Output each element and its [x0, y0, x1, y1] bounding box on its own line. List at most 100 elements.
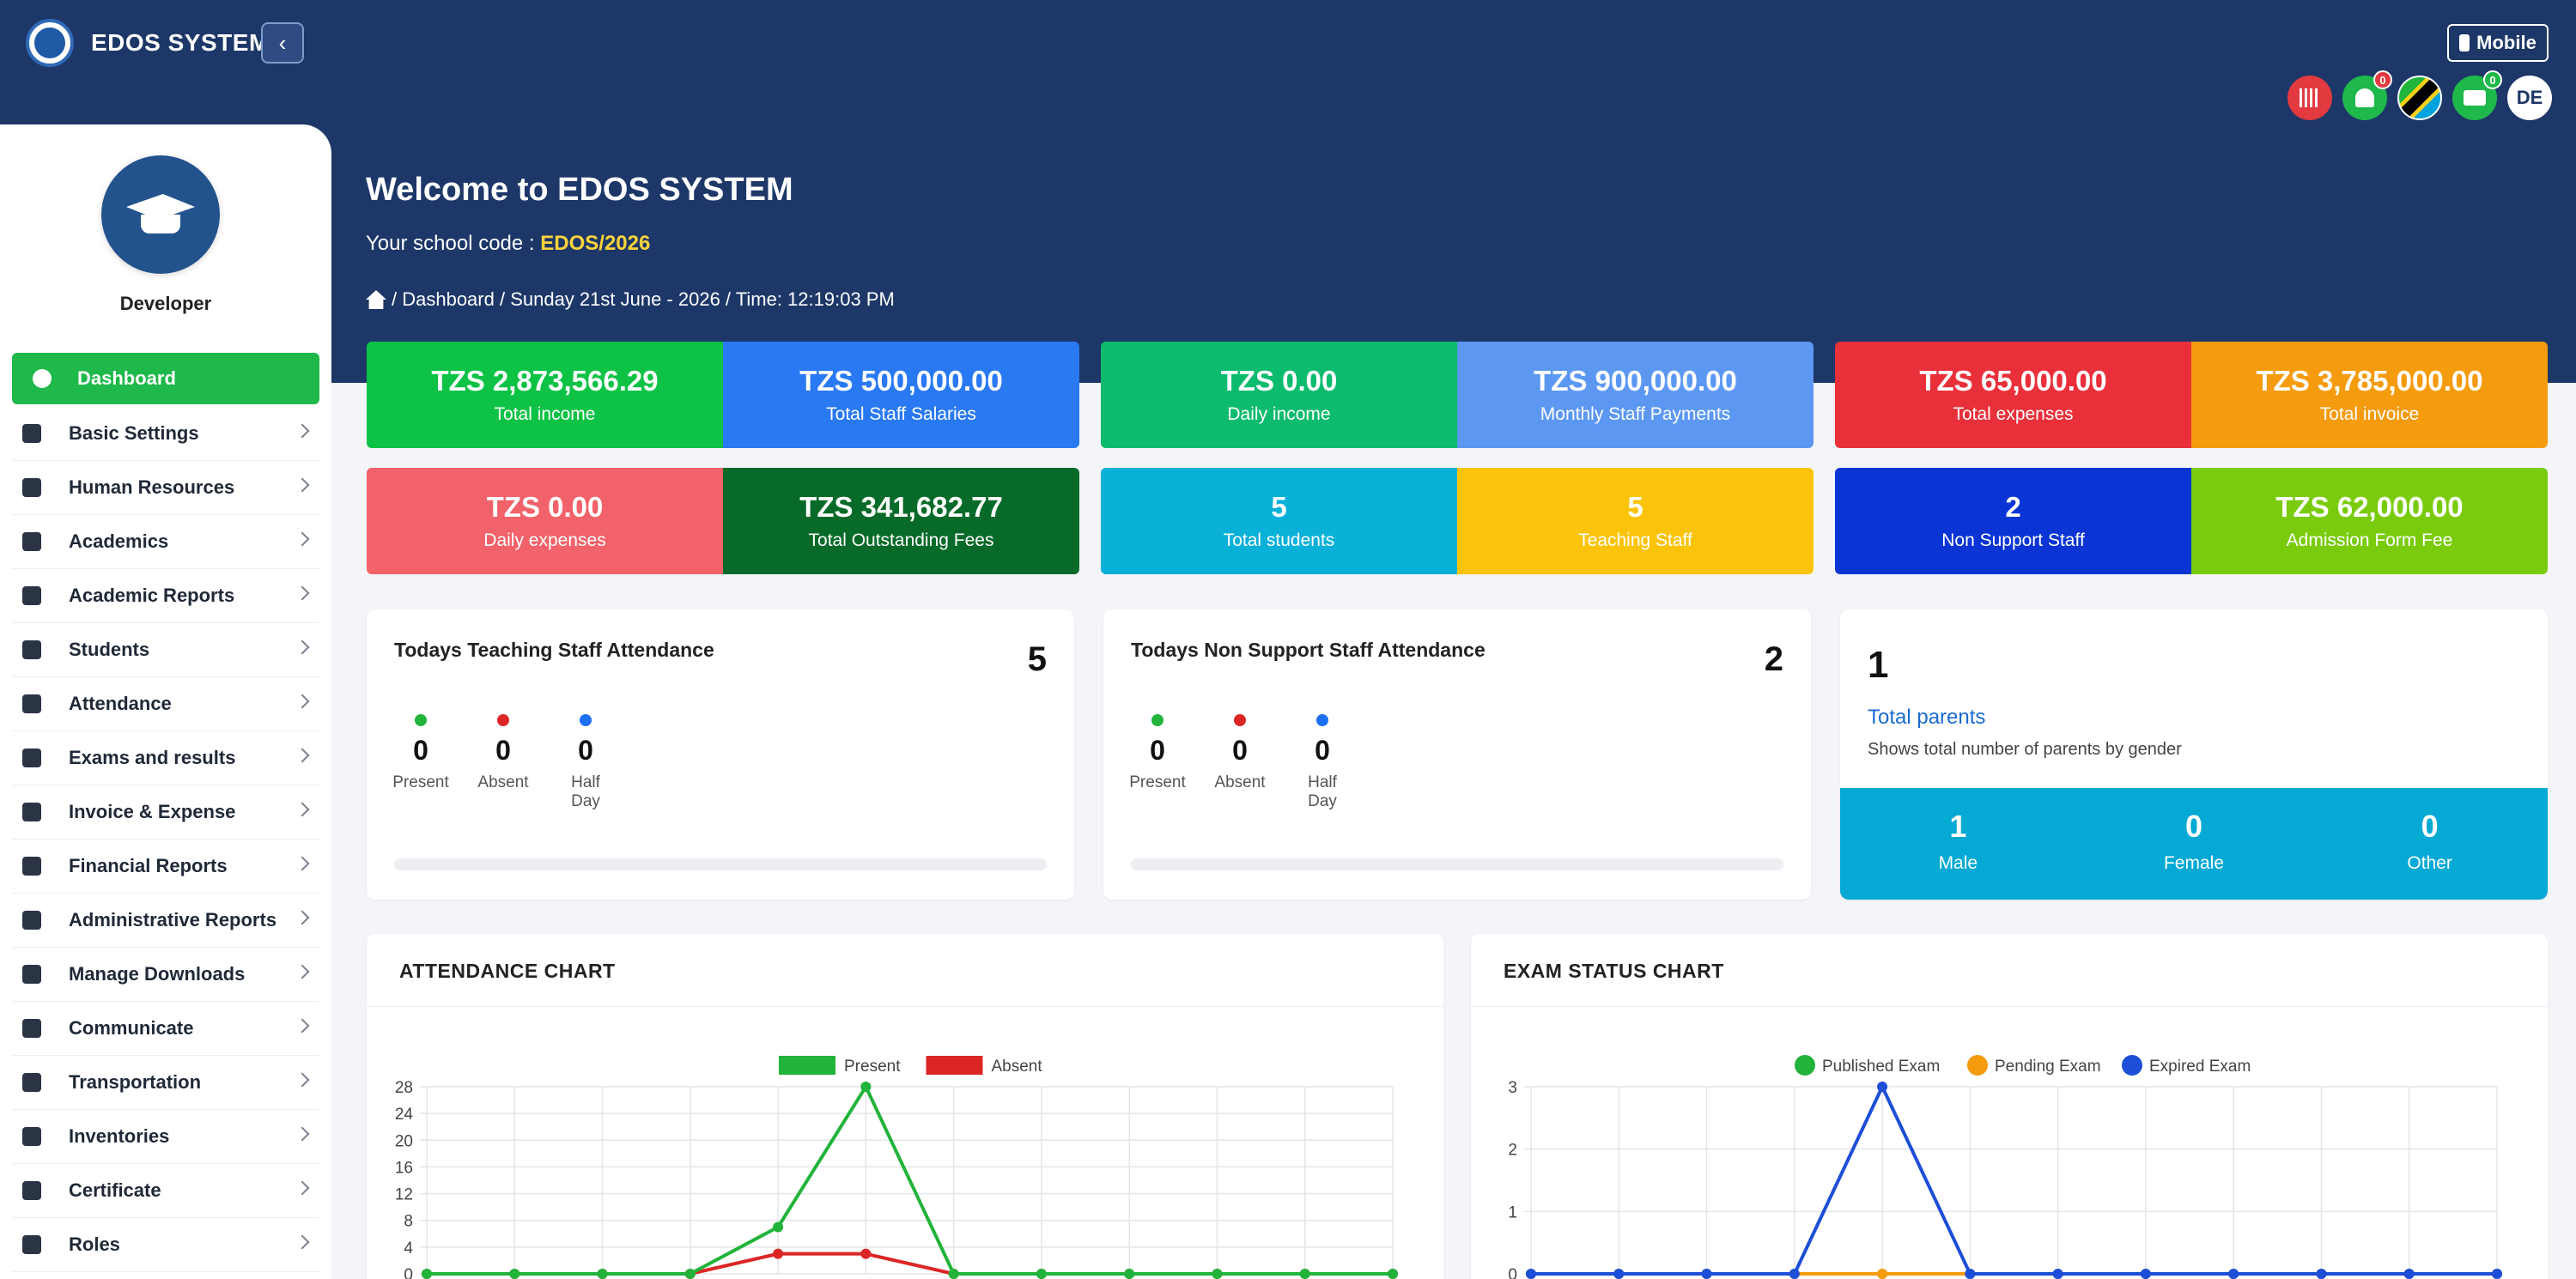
sidebar-item-human-resources[interactable]: Human Resources [12, 461, 319, 515]
school-logo-icon [26, 19, 74, 67]
school-code: Your school code : EDOS/2026 [366, 232, 650, 256]
mobile-view-button[interactable]: Mobile [2447, 24, 2549, 62]
sidebar-item-communicate[interactable]: Communicate [12, 1002, 319, 1056]
data-point [1124, 1269, 1135, 1279]
y-tick-label: 8 [404, 1213, 413, 1231]
sidebar-item-inventories[interactable]: Inventories [12, 1110, 319, 1164]
exams-and-results-icon [22, 749, 41, 767]
phone-icon [2459, 34, 2470, 52]
academic-reports-icon [22, 586, 41, 605]
teaching-attendance-total: 5 [1027, 640, 1047, 678]
notifications-button[interactable]: 0 [2342, 70, 2392, 120]
barcode-button[interactable] [2287, 76, 2332, 120]
communicate-icon [22, 1019, 41, 1038]
stat-value: TZS 65,000.00 [1919, 365, 2107, 397]
stat-value: TZS 2,873,566.29 [431, 365, 659, 397]
sidebar-item-invoice-expense[interactable]: Invoice & Expense [12, 785, 319, 840]
sidebar-item-label: Students [69, 639, 150, 660]
teaching-attendance-card: Todays Teaching Staff Attendance 5 0 Pres… [367, 609, 1074, 900]
teaching-attendance-progress [394, 858, 1047, 870]
sidebar-item-transportation[interactable]: Transportation [12, 1056, 319, 1110]
profile-avatar[interactable] [101, 155, 220, 274]
stat-tile[interactable]: TZS 3,785,000.00 Total invoice [2191, 342, 2548, 448]
sidebar-item-basic-settings[interactable]: Basic Settings [12, 407, 319, 461]
stat-tile[interactable]: 5 Total students [1101, 468, 1457, 574]
female-stat: 0 Female [2076, 788, 2312, 900]
chevron-right-icon [295, 910, 310, 925]
sidebar-item-roles[interactable]: Roles [12, 1218, 319, 1272]
sidebar-item-administrative-reports[interactable]: Administrative Reports [12, 894, 319, 948]
stat-tile[interactable]: TZS 0.00 Daily expenses [367, 468, 723, 574]
present-stat: 0 Present [392, 714, 449, 811]
stat-tile[interactable]: TZS 341,682.77 Total Outstanding Fees [723, 468, 1079, 574]
breadcrumb-text: / Dashboard / Sunday 21st June - 2026 / … [392, 288, 895, 310]
legend-label: Absent [992, 1058, 1043, 1076]
top-icon-bar: 0 0 DE [2287, 70, 2552, 120]
male-label: Male [1938, 853, 1978, 873]
brand[interactable]: EDOS SYSTEM [26, 19, 270, 67]
chevron-right-icon [295, 531, 310, 547]
stat-tile[interactable]: TZS 500,000.00 Total Staff Salaries [723, 342, 1079, 448]
stat-label: Daily expenses [483, 530, 606, 550]
stat-tile[interactable]: 2 Non Support Staff [1835, 468, 2191, 574]
barcode-icon [2300, 88, 2320, 107]
legend-label: Pending Exam [1995, 1058, 2101, 1076]
sidebar-item-financial-reports[interactable]: Financial Reports [12, 840, 319, 894]
y-tick-label: 2 [1508, 1142, 1517, 1160]
stat-tile[interactable]: TZS 62,000.00 Admission Form Fee [2191, 468, 2548, 574]
stat-tile[interactable]: TZS 65,000.00 Total expenses [1835, 342, 2191, 448]
half-day-dot-icon [580, 714, 592, 726]
stat-label: Total students [1223, 530, 1335, 550]
user-avatar-button[interactable]: DE [2507, 76, 2552, 120]
y-tick-label: 1 [1508, 1203, 1517, 1221]
data-point [2492, 1269, 2502, 1279]
sidebar-item-label: Certificate [69, 1179, 161, 1201]
language-flag-button[interactable] [2397, 76, 2442, 120]
data-point [1212, 1269, 1223, 1279]
parents-title[interactable]: Total parents [1868, 706, 1986, 729]
sidebar-item-manage-downloads[interactable]: Manage Downloads [12, 948, 319, 1002]
data-point [948, 1269, 959, 1279]
app-title: EDOS SYSTEM [91, 29, 270, 56]
stat-value: TZS 500,000.00 [799, 365, 1003, 397]
stat-tile[interactable]: TZS 900,000.00 Monthly Staff Payments [1457, 342, 1814, 448]
y-tick-label: 12 [395, 1186, 413, 1204]
data-point [860, 1082, 872, 1092]
data-point [509, 1269, 520, 1279]
legend-swatch [779, 1056, 835, 1075]
y-tick-label: 4 [404, 1240, 413, 1258]
stat-value: 2 [2005, 491, 2021, 523]
sidebar-item-label: Human Resources [69, 476, 235, 498]
messages-button[interactable]: 0 [2452, 70, 2502, 120]
data-point [1388, 1269, 1398, 1279]
inventories-icon [22, 1127, 41, 1146]
school-code-label: Your school code : [366, 232, 535, 255]
absent-label: Absent [477, 773, 529, 791]
sidebar-item-academic-reports[interactable]: Academic Reports [12, 569, 319, 623]
home-icon[interactable] [366, 290, 386, 309]
stat-value: 5 [1271, 491, 1287, 523]
stat-label: Total expenses [1953, 404, 2074, 424]
other-stat: 0 Other [2312, 788, 2548, 900]
stat-tile[interactable]: TZS 2,873,566.29 Total income [367, 342, 723, 448]
human-resources-icon [22, 478, 41, 497]
data-point [1613, 1269, 1625, 1279]
chevron-right-icon [295, 802, 310, 817]
sidebar-item-attendance[interactable]: Attendance [12, 677, 319, 731]
sidebar-item-dashboard[interactable]: Dashboard [12, 353, 319, 404]
sidebar-item-certificate[interactable]: Certificate [12, 1164, 319, 1218]
stat-tile[interactable]: TZS 0.00 Daily income [1101, 342, 1457, 448]
data-point [2140, 1269, 2151, 1279]
sidebar-item-students[interactable]: Students [12, 623, 319, 677]
sidebar-item-label: Exams and results [69, 747, 236, 768]
stat-label: Total Staff Salaries [826, 404, 976, 424]
stat-value: TZS 3,785,000.00 [2256, 365, 2483, 397]
half-day-label: Half Day [571, 773, 600, 810]
sidebar-item-academics[interactable]: Academics [12, 515, 319, 569]
legend-swatch [1795, 1055, 1815, 1076]
absent-dot-icon [1234, 714, 1246, 726]
exam-status-chart-card: EXAM STATUS CHART 0 1 2 3 Published Exam Pend… [1471, 934, 2548, 1279]
stat-tile[interactable]: 5 Teaching Staff [1457, 468, 1814, 574]
sidebar-collapse-button[interactable]: ‹ [261, 22, 304, 64]
sidebar-item-exams-and-results[interactable]: Exams and results [12, 731, 319, 785]
